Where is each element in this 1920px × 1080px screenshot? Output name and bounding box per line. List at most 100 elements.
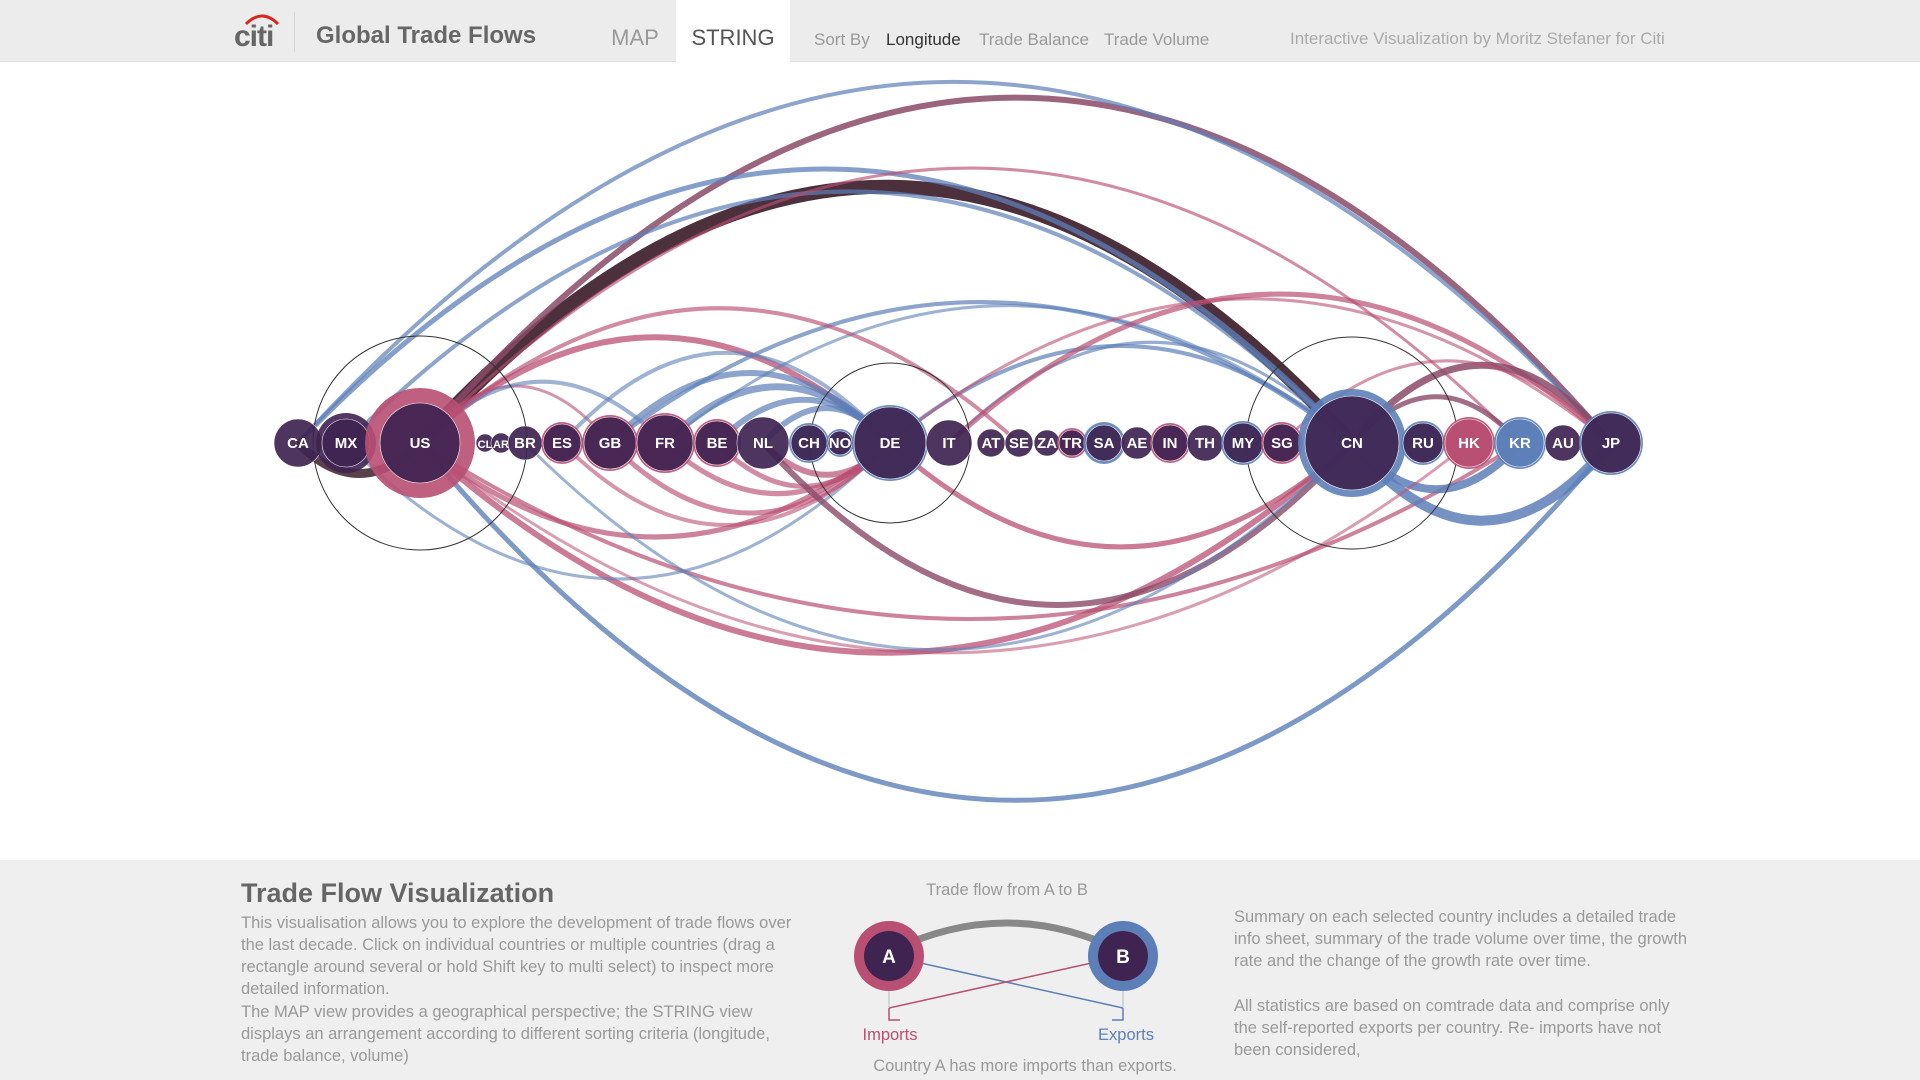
legend-caption: Country A has more imports than exports. — [873, 1057, 1177, 1075]
tab-map[interactable]: MAP — [611, 25, 659, 50]
legend-flow-arc — [885, 919, 1127, 956]
country-node-gb[interactable]: GB — [582, 415, 638, 471]
country-node-my[interactable]: MY — [1221, 421, 1265, 465]
legend-node-a-label: A — [882, 947, 896, 968]
country-label: HK — [1458, 435, 1480, 452]
country-node-th[interactable]: TH — [1186, 424, 1224, 462]
country-nodes[interactable]: CA MX US CL AR BR ES GB FR BE NL CH NO DE IT AT SE ZA TR SA… — [273, 388, 1643, 498]
credit-text: Interactive Visualization by Moritz Stef… — [1290, 29, 1665, 48]
sort-trade-volume[interactable]: Trade Volume — [1104, 30, 1210, 49]
country-label: ES — [552, 435, 572, 452]
trade-arcs — [294, 79, 1615, 803]
country-label: IN — [1163, 435, 1178, 452]
country-node-br[interactable]: BR — [507, 425, 543, 461]
country-label: IT — [942, 435, 955, 452]
legend-stems — [888, 956, 1124, 1020]
trade-arc-br-cn — [523, 441, 1354, 652]
country-label: SG — [1271, 435, 1293, 452]
country-label: CL — [478, 439, 493, 451]
trade-arc-us-kr — [418, 441, 1522, 621]
trade-arc-us-se — [418, 306, 1021, 445]
country-label: SE — [1009, 435, 1029, 452]
string-visualization[interactable]: CA MX US CL AR BR ES GB FR BE NL CH NO DE IT AT SE ZA TR SA… — [0, 62, 1920, 860]
top-bar: citi Global Trade Flows MAP STRING Sort … — [0, 0, 1920, 62]
country-label: NO — [829, 435, 852, 452]
legend-export-bracket — [1112, 1008, 1124, 1021]
country-node-ae[interactable]: AE — [1120, 426, 1154, 460]
country-label: FR — [655, 435, 675, 452]
country-node-cn[interactable]: CN — [1298, 389, 1406, 497]
country-node-tr[interactable]: TR — [1057, 428, 1087, 458]
country-label: CH — [798, 435, 820, 452]
country-label: BR — [514, 435, 536, 452]
country-node-za[interactable]: ZA — [1033, 429, 1061, 457]
country-node-de[interactable]: DE — [852, 405, 928, 481]
trade-arc-de-cn — [888, 441, 1354, 550]
country-label: GB — [599, 435, 622, 452]
country-label: CA — [287, 435, 309, 452]
country-circle-us — [379, 402, 461, 484]
legend-node-a — [864, 931, 914, 981]
country-node-cl[interactable]: CL — [475, 433, 495, 453]
country-label: AR — [493, 439, 509, 451]
country-node-hk[interactable]: HK — [1443, 417, 1495, 469]
country-node-sg[interactable]: SG — [1261, 422, 1303, 464]
trade-arc-ca-jp — [296, 79, 1613, 445]
country-node-nl[interactable]: NL — [736, 416, 790, 470]
citi-logo: citi — [232, 12, 295, 53]
logo-arc-icon — [244, 14, 280, 26]
country-node-au[interactable]: AU — [1544, 424, 1582, 462]
country-node-fr[interactable]: FR — [635, 413, 695, 473]
country-node-ca[interactable]: CA — [273, 418, 323, 468]
legend-exports-label: Exports — [1098, 1026, 1154, 1044]
trade-arc-mx-cn — [344, 189, 1354, 445]
country-node-no[interactable]: NO — [826, 429, 854, 457]
country-node-se[interactable]: SE — [1004, 428, 1034, 458]
sort-by-label: Sort By — [814, 30, 870, 49]
trade-flow-legend: Trade flow from A to B A B Imports Expor… — [854, 881, 1177, 1075]
country-label: CN — [1341, 435, 1363, 452]
trade-arc-us-jp — [418, 441, 1613, 803]
country-label: NL — [753, 435, 773, 452]
info-footer: Trade Flow Visualization This visualisat… — [0, 860, 1920, 1080]
sort-longitude[interactable]: Longitude — [886, 30, 961, 49]
country-circle-jp — [1580, 412, 1642, 474]
country-node-it[interactable]: IT — [925, 419, 973, 467]
trade-arc-es-de — [560, 351, 892, 445]
footer-description: This visualisation allows you to explore… — [241, 914, 792, 998]
country-node-be[interactable]: BE — [693, 419, 741, 467]
legend-node-b — [1098, 931, 1148, 981]
country-label: AU — [1552, 435, 1574, 452]
logo-text: citi — [234, 20, 274, 53]
trade-arc-us-cn — [417, 440, 1355, 656]
legend-node-b-label: B — [1116, 947, 1130, 968]
footer-description-views: The MAP view provides a geographical per… — [241, 1003, 770, 1065]
country-label: TH — [1195, 435, 1215, 452]
sort-trade-balance[interactable]: Trade Balance — [979, 30, 1089, 49]
app-title: Global Trade Flows — [316, 22, 537, 49]
country-label: RU — [1412, 435, 1434, 452]
country-circle-se — [1004, 428, 1034, 458]
footer-title: Trade Flow Visualization — [241, 878, 555, 908]
country-node-mx[interactable]: MX — [316, 413, 376, 473]
country-label: SA — [1094, 435, 1115, 452]
country-node-at[interactable]: AT — [976, 428, 1006, 458]
country-node-jp[interactable]: JP — [1579, 411, 1643, 475]
string-canvas[interactable]: CA MX US CL AR BR ES GB FR BE NL CH NO DE IT AT SE ZA TR SA… — [0, 62, 1920, 860]
country-circle-hk — [1444, 418, 1494, 468]
country-node-es[interactable]: ES — [541, 422, 583, 464]
country-node-ar[interactable]: AR — [490, 432, 512, 454]
country-node-ch[interactable]: CH — [789, 423, 829, 463]
country-node-in[interactable]: IN — [1150, 423, 1190, 463]
country-circle-es — [542, 423, 582, 463]
country-circle-it — [925, 419, 973, 467]
country-node-sa[interactable]: SA — [1083, 422, 1125, 464]
country-node-kr[interactable]: KR — [1494, 417, 1546, 469]
trade-arc-us-cn — [414, 179, 1358, 448]
summary-description: Summary on each selected country include… — [1234, 908, 1688, 970]
tab-string[interactable]: STRING — [676, 0, 790, 62]
country-label: BE — [707, 435, 728, 452]
country-node-ru[interactable]: RU — [1401, 421, 1445, 465]
country-label: KR — [1509, 435, 1531, 452]
country-node-us[interactable]: US — [365, 388, 475, 498]
